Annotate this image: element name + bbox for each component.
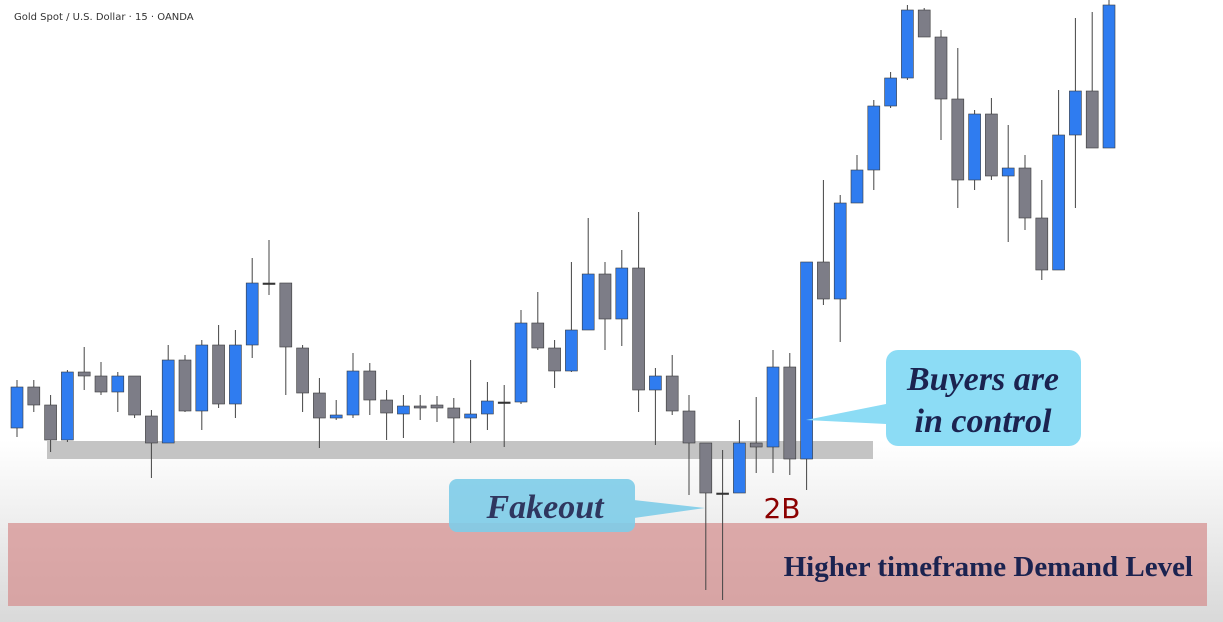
callout-text: Fakeout <box>485 489 605 526</box>
candle-body <box>262 282 276 285</box>
pattern-label: 2B <box>763 492 800 525</box>
candle-body <box>1102 4 1116 149</box>
candle-body <box>77 371 91 377</box>
candle-body <box>867 105 881 171</box>
candle-body <box>1035 217 1049 271</box>
candle-body <box>800 261 813 460</box>
chart-title: Gold Spot / U.S. Dollar · 15 · OANDA <box>14 12 194 23</box>
candle-body <box>531 322 545 349</box>
candle-body <box>1069 90 1082 136</box>
candle-body <box>749 442 763 448</box>
candle-body <box>733 442 746 494</box>
buyers-callout: Buyers are in control <box>806 350 1081 446</box>
candle-body <box>817 261 830 300</box>
candles <box>10 0 1116 600</box>
candle-body <box>145 415 158 444</box>
candle-body <box>161 359 175 444</box>
candle-body <box>917 9 931 38</box>
candle-body <box>497 401 511 404</box>
candle-body <box>430 404 444 409</box>
candle-body <box>363 370 377 401</box>
candle-body <box>346 370 360 416</box>
callout-pointer <box>806 404 886 424</box>
candle-body <box>1018 167 1032 219</box>
candle-body <box>380 399 393 414</box>
candle-body <box>111 375 125 393</box>
candle-body <box>699 442 713 494</box>
candle-body <box>178 359 192 412</box>
candle-body <box>632 267 645 391</box>
callout-box <box>449 479 635 532</box>
candle-body <box>598 273 612 320</box>
fakeout-callout: Fakeout <box>449 479 705 532</box>
candle-body <box>548 347 561 372</box>
demand-zone <box>8 523 1207 606</box>
candle-body <box>850 169 864 204</box>
candle-body <box>1052 134 1065 271</box>
candle-body <box>985 113 998 177</box>
support-band <box>47 441 873 459</box>
callout-text: Buyers are <box>906 361 1059 398</box>
zone-label: Higher timeframe Demand Level <box>784 551 1193 583</box>
candle-body <box>901 9 914 79</box>
candle-body <box>884 77 897 107</box>
candle-body <box>481 400 494 415</box>
candle-body <box>313 392 326 419</box>
candle-body <box>413 405 427 409</box>
candle-body <box>716 492 729 495</box>
candle-body <box>94 375 108 393</box>
candle-body <box>665 375 679 412</box>
candle-body <box>514 322 528 403</box>
candle-body <box>464 413 477 419</box>
callout-pointer <box>634 500 705 518</box>
candle-body <box>682 410 696 444</box>
candle-body <box>212 344 225 405</box>
candle-body <box>10 386 24 429</box>
candle-body <box>27 386 41 406</box>
candle-body <box>329 414 343 419</box>
candle-body <box>934 36 948 100</box>
candle-body <box>581 273 595 331</box>
candle-body <box>649 375 662 391</box>
callout-box <box>886 350 1081 446</box>
candle-body <box>968 113 981 181</box>
candle-body <box>44 404 57 441</box>
candle-body <box>1001 167 1015 177</box>
candle-body <box>783 366 797 460</box>
candle-body <box>279 282 293 348</box>
candle-body <box>833 202 847 300</box>
candle-body <box>1085 90 1099 149</box>
candle-body <box>397 405 410 415</box>
candle-body <box>766 366 780 448</box>
candle-body <box>195 344 209 412</box>
candle-body <box>245 282 259 346</box>
candle-body <box>296 347 309 394</box>
candle-body <box>615 267 629 320</box>
candle-body <box>128 375 141 416</box>
candle-body <box>229 344 242 405</box>
callout-text: in control <box>915 403 1053 440</box>
candle-body <box>951 98 965 181</box>
candle-body <box>447 407 461 419</box>
candle-body <box>61 371 74 441</box>
candle-body <box>565 329 578 372</box>
